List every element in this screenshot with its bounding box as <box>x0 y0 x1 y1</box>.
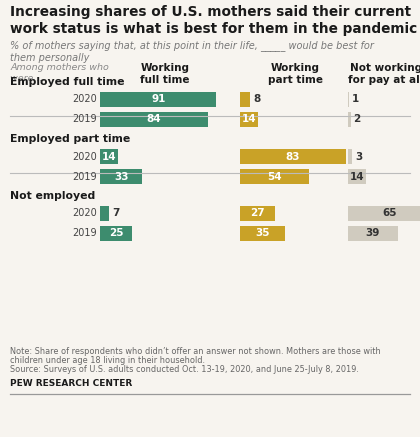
Bar <box>100 169 142 184</box>
Text: 2: 2 <box>354 114 361 125</box>
Bar <box>348 112 351 127</box>
Bar <box>240 206 275 221</box>
Text: 1: 1 <box>352 94 360 104</box>
Text: PEW RESEARCH CENTER: PEW RESEARCH CENTER <box>10 379 132 388</box>
Bar <box>348 92 349 107</box>
Bar <box>100 149 118 164</box>
Bar <box>240 112 258 127</box>
Text: Not employed: Not employed <box>10 191 95 201</box>
Bar <box>240 92 250 107</box>
Text: 2020: 2020 <box>72 208 97 218</box>
Text: Among mothers who
were ...: Among mothers who were ... <box>10 63 109 83</box>
Bar <box>100 226 132 241</box>
Text: 14: 14 <box>241 114 256 125</box>
Text: 2019: 2019 <box>72 171 97 181</box>
Text: Increasing shares of U.S. mothers said their current
work status is what is best: Increasing shares of U.S. mothers said t… <box>10 5 417 36</box>
Text: Employed full time: Employed full time <box>10 77 124 87</box>
Text: children under age 18 living in their household.: children under age 18 living in their ho… <box>10 356 205 365</box>
Text: 83: 83 <box>286 152 300 162</box>
Text: 33: 33 <box>114 171 129 181</box>
Text: Working
part time: Working part time <box>268 63 323 85</box>
Bar <box>100 206 109 221</box>
Text: Source: Surveys of U.S. adults conducted Oct. 13-19, 2020, and June 25-July 8, 2: Source: Surveys of U.S. adults conducted… <box>10 365 359 374</box>
Text: 54: 54 <box>267 171 282 181</box>
Text: 65: 65 <box>382 208 397 218</box>
Text: 84: 84 <box>147 114 161 125</box>
Text: Not working
for pay at all: Not working for pay at all <box>348 63 420 85</box>
Text: Note: Share of respondents who didn’t offer an answer not shown. Mothers are tho: Note: Share of respondents who didn’t of… <box>10 347 381 356</box>
Text: % of mothers saying that, at this point in their life, _____ would be best for
t: % of mothers saying that, at this point … <box>10 40 374 63</box>
Text: 3: 3 <box>355 152 362 162</box>
Text: Working
full time: Working full time <box>140 63 190 85</box>
Bar <box>100 92 216 107</box>
Bar <box>348 206 420 221</box>
Bar <box>240 169 309 184</box>
Bar <box>348 169 366 184</box>
Text: 91: 91 <box>151 94 165 104</box>
Bar <box>240 226 285 241</box>
Bar <box>348 149 352 164</box>
Bar <box>240 149 346 164</box>
Text: Employed part time: Employed part time <box>10 134 130 144</box>
Text: 39: 39 <box>366 229 380 239</box>
Text: 25: 25 <box>109 229 123 239</box>
Text: 2019: 2019 <box>72 229 97 239</box>
Text: 2019: 2019 <box>72 114 97 125</box>
Text: 7: 7 <box>112 208 119 218</box>
Text: 14: 14 <box>102 152 116 162</box>
Text: 2020: 2020 <box>72 94 97 104</box>
Text: 27: 27 <box>250 208 265 218</box>
Text: 14: 14 <box>349 171 364 181</box>
Text: 35: 35 <box>255 229 270 239</box>
Text: 2020: 2020 <box>72 152 97 162</box>
Bar <box>348 226 398 241</box>
Bar <box>100 112 207 127</box>
Text: 8: 8 <box>253 94 260 104</box>
